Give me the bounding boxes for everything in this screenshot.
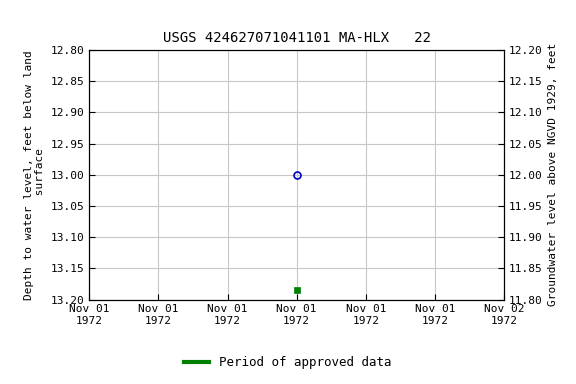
Legend: Period of approved data: Period of approved data	[179, 351, 397, 374]
Y-axis label: Groundwater level above NGVD 1929, feet: Groundwater level above NGVD 1929, feet	[548, 43, 558, 306]
Title: USGS 424627071041101 MA-HLX   22: USGS 424627071041101 MA-HLX 22	[162, 31, 431, 45]
Y-axis label: Depth to water level, feet below land
 surface: Depth to water level, feet below land su…	[24, 50, 45, 300]
